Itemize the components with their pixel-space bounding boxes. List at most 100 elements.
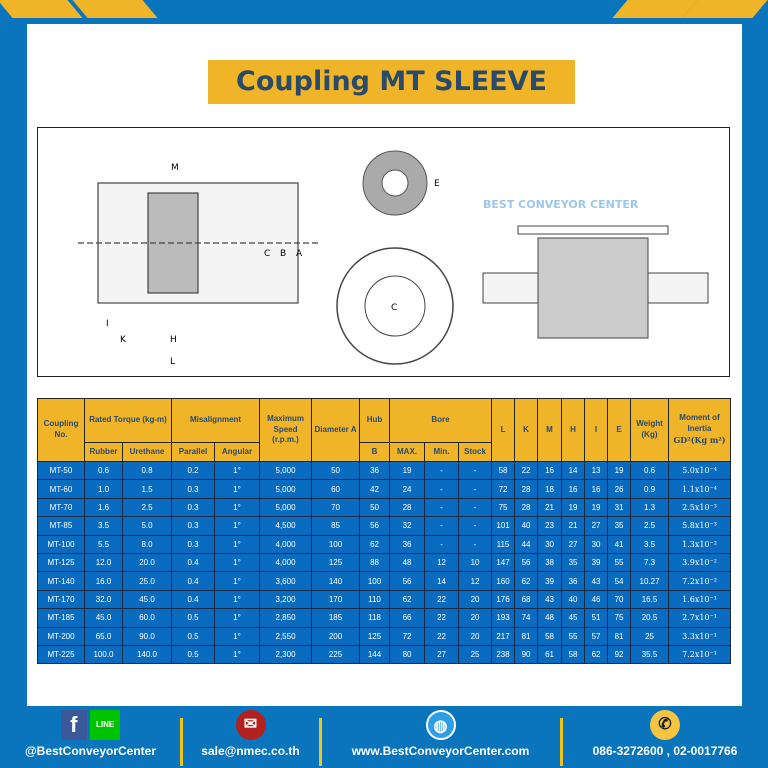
table-cell: 43: [537, 589, 563, 610]
table-cell: 58: [561, 644, 586, 665]
table-cell: 61: [537, 644, 563, 665]
table-cell: 22: [424, 589, 460, 610]
header-i: I: [584, 398, 609, 462]
table-cell: 4,000: [259, 534, 313, 554]
table-cell: 10.27: [630, 571, 670, 591]
table-cell: 170: [311, 589, 361, 610]
table-cell: 1.6: [84, 497, 123, 518]
table-cell: 147: [491, 552, 516, 573]
line-icon[interactable]: LINE: [90, 710, 121, 740]
table-cell: 32: [389, 516, 426, 536]
table-row: MT-70 1.6 2.5 0.3 1° 5,000 70 50 28- -75 28 21 19 19 3…: [37, 497, 732, 518]
facebook-handle[interactable]: @BestConveyorCenter: [24, 744, 157, 758]
table-cell: 41: [607, 534, 632, 554]
dim-label-h: H: [170, 335, 177, 345]
table-cell: 0.6: [630, 460, 670, 481]
coupling-model-cell: MT-100: [37, 534, 85, 554]
table-cell: 25.0: [121, 571, 173, 591]
table-cell: 48: [537, 608, 563, 628]
table-cell: 16.0: [84, 571, 123, 591]
coupling-model-cell: MT-70: [37, 497, 85, 518]
table-cell: 42: [359, 479, 391, 499]
inertia-unit: GD²(Kg m²): [673, 434, 726, 445]
dim-label-l: L: [170, 357, 175, 367]
globe-icon[interactable]: ◍: [425, 710, 456, 740]
table-cell: 20: [458, 608, 493, 628]
table-cell: 2,300: [259, 644, 313, 665]
table-cell: 110: [359, 589, 391, 610]
table-cell: 140.0: [121, 644, 173, 665]
dim-label-i: I: [106, 319, 109, 329]
table-row: MT-50 0.6 0.8 0.2 1° 5,000 50 36 19- -58 22 16 14 13 1…: [37, 460, 732, 481]
coupling-model-cell: MT-200: [37, 626, 85, 646]
dim-label-m: M: [171, 163, 179, 173]
table-cell: 13: [584, 460, 609, 481]
header-bore-max: MAX.: [389, 442, 426, 462]
table-cell: 200: [311, 626, 361, 646]
side-view: [78, 182, 318, 304]
website-link[interactable]: www.BestConveyorCenter.com: [351, 744, 530, 758]
table-cell: 101: [491, 516, 516, 536]
table-cell: 1°: [214, 460, 261, 481]
table-cell: 4,000: [259, 552, 313, 573]
website-contact: ◍ www.BestConveyorCenter.com: [328, 710, 553, 758]
table-cell: 1°: [214, 552, 261, 573]
table-cell: 92: [607, 644, 632, 665]
table-cell: 16.5: [630, 589, 670, 610]
social-contact: f LINE @BestConveyorCenter: [8, 710, 173, 758]
header-speed: Maximum Speed (r.p.m.): [259, 398, 313, 462]
table-cell: 51: [584, 608, 609, 628]
table-cell: 48: [389, 552, 426, 573]
dim-label-c2: C: [391, 303, 397, 313]
table-cell: 39: [584, 552, 609, 573]
table-row: MT-170 32.0 45.0 0.4 1° 3,200 170 110 62 22 20 176 6…: [37, 589, 732, 610]
table-cell: 1°: [214, 479, 261, 499]
table-cell: 5.0: [121, 516, 173, 536]
email-link[interactable]: sale@nmec.co.th: [201, 744, 300, 758]
table-cell: 7.3: [630, 552, 670, 573]
table-cell: 81: [607, 626, 632, 646]
table-cell: 36: [359, 460, 391, 481]
table-row: MT-100 5.5 8.0 0.3 1° 4,000 100 62 36- -115 44 30 27…: [37, 534, 732, 554]
table-cell: 18: [537, 479, 563, 499]
table-cell: 19: [561, 497, 586, 518]
table-cell: 90.0: [121, 626, 173, 646]
table-cell: 62: [389, 589, 426, 610]
table-cell: 75: [491, 497, 516, 518]
phone-icon[interactable]: ✆: [650, 710, 680, 740]
table-cell: 20: [458, 626, 493, 646]
table-cell: 3.9x10⁻²: [668, 552, 732, 573]
table-cell: 5.5: [84, 534, 123, 554]
table-cell: 176: [491, 589, 516, 610]
table-cell: -: [424, 516, 460, 536]
table-cell: 68: [514, 589, 539, 610]
table-cell: 35: [607, 516, 632, 536]
assembled-view: [482, 225, 709, 339]
table-cell: 144: [359, 644, 391, 665]
email-icon[interactable]: ✉: [235, 710, 266, 740]
header-hub: Hub: [359, 398, 391, 443]
table-cell: -: [424, 534, 460, 554]
table-cell: 0.5: [171, 644, 216, 665]
table-cell: 25: [630, 626, 670, 646]
table-cell: 2.5x10⁻³: [668, 497, 732, 518]
header-l: L: [491, 398, 516, 462]
table-cell: 1.3: [630, 497, 670, 518]
table-cell: 20.5: [630, 608, 670, 628]
table-cell: 125: [359, 626, 391, 646]
table-cell: 0.2: [171, 460, 216, 481]
phone-numbers[interactable]: 086-3272600 , 02-0017766: [592, 744, 738, 758]
table-cell: 58: [537, 626, 563, 646]
table-cell: 5,000: [259, 460, 313, 481]
table-cell: 55: [607, 552, 632, 573]
table-cell: -: [424, 479, 460, 499]
table-cell: 45: [561, 608, 586, 628]
table-cell: 40: [561, 589, 586, 610]
facebook-icon[interactable]: f: [60, 710, 87, 740]
table-cell: 0.8: [121, 460, 173, 481]
table-cell: 57: [584, 626, 609, 646]
table-cell: 16: [561, 479, 586, 499]
table-cell: 56: [359, 516, 391, 536]
coupling-model-cell: MT-170: [37, 589, 85, 610]
table-cell: -: [458, 479, 493, 499]
